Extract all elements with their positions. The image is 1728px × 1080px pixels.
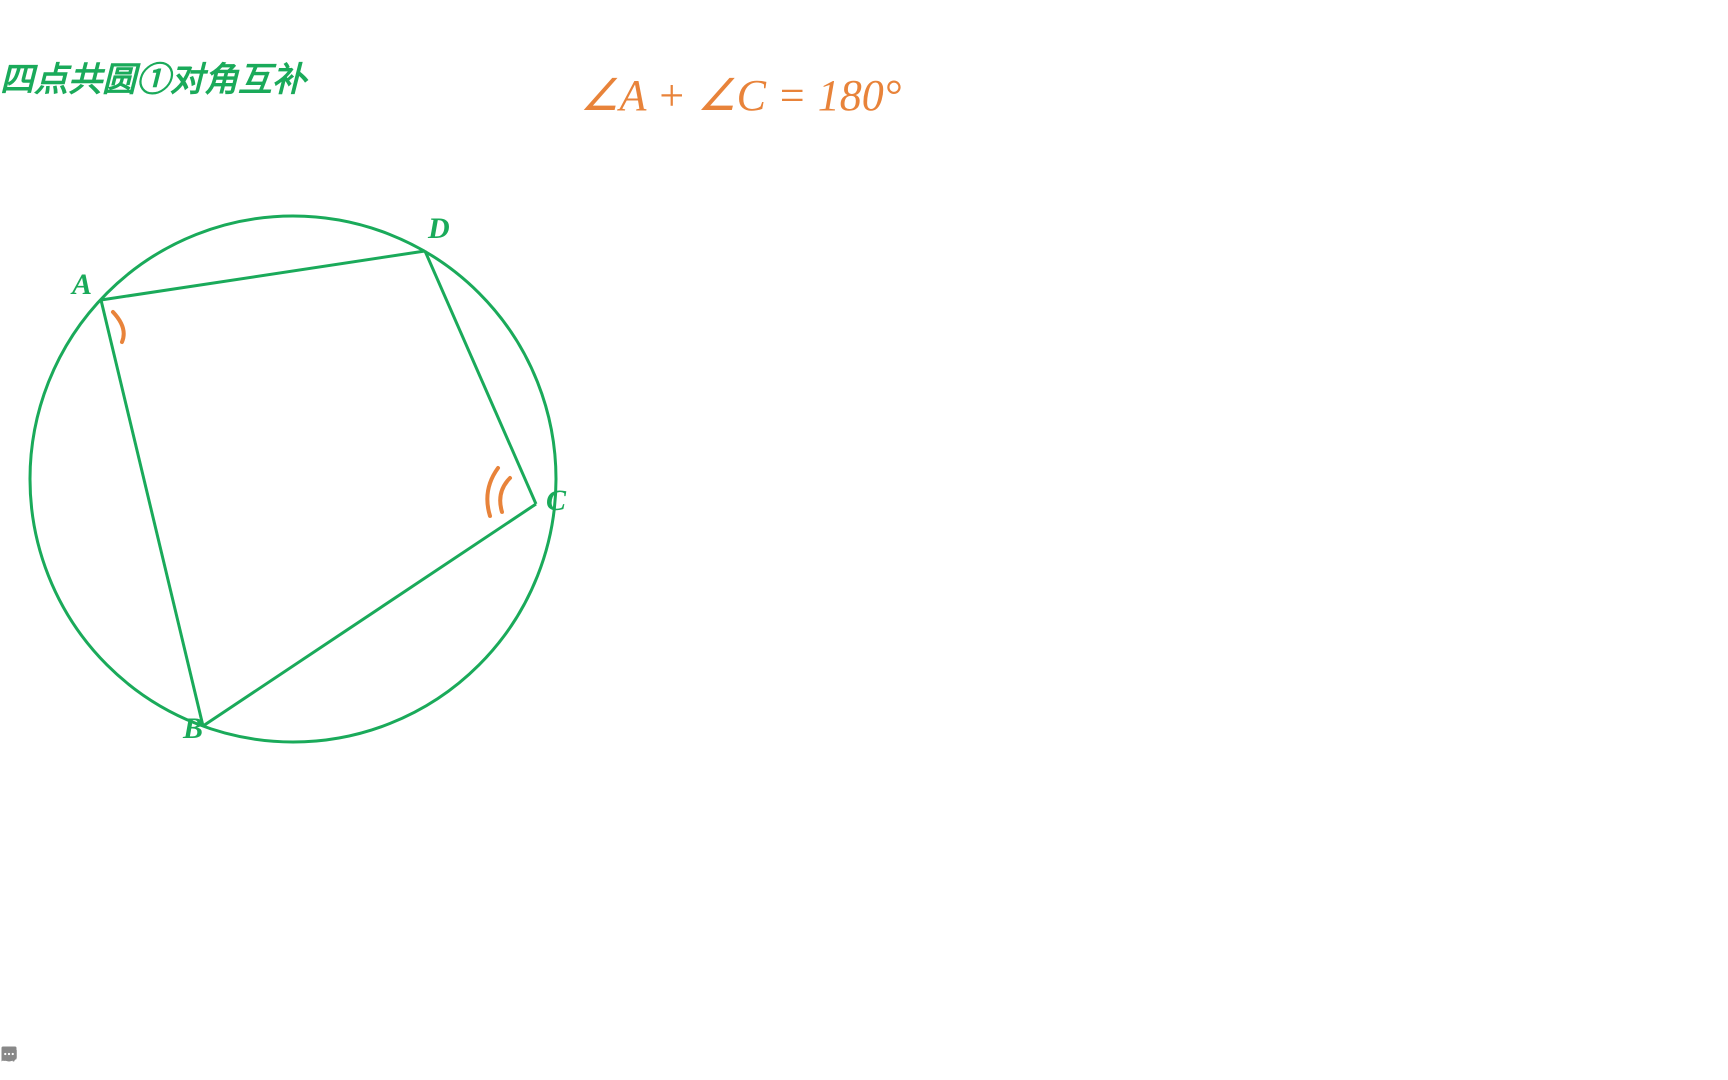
canvas: 四点共圆①对角互补 ∠A + ∠C = 180° ABCD bbox=[0, 0, 1728, 1080]
circle bbox=[30, 216, 556, 742]
vertex-label-C: C bbox=[546, 484, 566, 518]
vertex-label-D: D bbox=[428, 212, 450, 246]
edge-BC bbox=[203, 504, 536, 726]
target-icon[interactable] bbox=[88, 1045, 108, 1065]
toolbar bbox=[0, 1045, 240, 1065]
edge-AB bbox=[101, 300, 203, 726]
vertex-label-A: A bbox=[72, 268, 92, 302]
angle-mark-A-0 bbox=[113, 312, 124, 342]
more-icon[interactable] bbox=[220, 1045, 240, 1065]
angle-mark-C-0 bbox=[500, 478, 510, 512]
angle-mark-C-1 bbox=[487, 468, 498, 516]
pen-icon[interactable] bbox=[44, 1045, 64, 1065]
video-icon[interactable] bbox=[132, 1045, 152, 1065]
vertex-label-B: B bbox=[183, 712, 203, 746]
chat-icon[interactable] bbox=[176, 1045, 196, 1065]
edge-CD bbox=[425, 251, 536, 504]
geometry-diagram bbox=[0, 0, 1728, 1080]
